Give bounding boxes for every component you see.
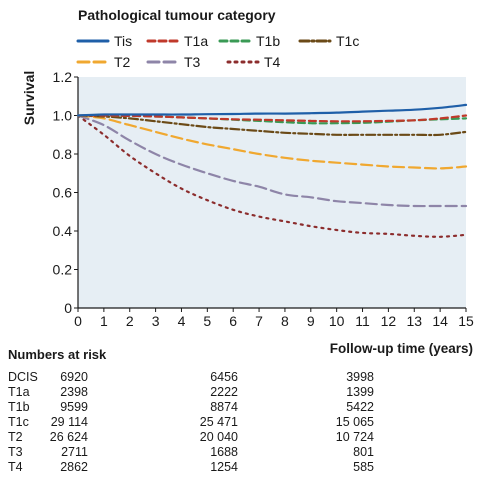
legend-label-t3: T3 — [184, 54, 201, 70]
x-axis-label: Follow-up time (years) — [330, 341, 473, 356]
x-tick-label: 9 — [307, 313, 315, 329]
x-tick-label: 6 — [229, 313, 237, 329]
x-tick-label: 10 — [329, 313, 345, 329]
x-tick-label: 5 — [203, 313, 211, 329]
risk-row-label: DCIS — [8, 370, 38, 384]
x-tick-label: 3 — [152, 313, 160, 329]
risk-cell: 5422 — [346, 400, 374, 414]
risk-cell: 29 114 — [50, 415, 88, 429]
series-line-t1c — [76, 114, 468, 137]
risk-cell: 25 471 — [199, 415, 238, 429]
risk-cell: 6456 — [210, 370, 238, 384]
legend-label-t4: T4 — [264, 54, 281, 70]
risk-row: DCIS 6920 6456 3998 — [8, 370, 478, 385]
risk-row: T2 26 624 20 040 10 724 — [8, 430, 478, 445]
plot-area — [78, 77, 466, 308]
legend: Tis T1a T1b T1c T2 T3 T4 — [76, 33, 359, 70]
x-tick-label: 14 — [432, 313, 448, 329]
risk-cell: 20 040 — [199, 430, 238, 444]
x-tick-label: 13 — [406, 313, 422, 329]
legend-label-t2: T2 — [114, 54, 131, 70]
risk-cell: 2398 — [60, 385, 88, 399]
legend-label-t1b: T1b — [256, 33, 280, 49]
risk-cell: 2222 — [210, 385, 238, 399]
risk-row-label: T4 — [8, 460, 23, 474]
y-tick-label: 1.0 — [53, 108, 73, 124]
risk-cell: 3998 — [346, 370, 374, 384]
x-tick-label: 7 — [255, 313, 263, 329]
risk-row-label: T1a — [8, 385, 30, 399]
risk-row: T3 2711 1688 801 — [8, 445, 478, 460]
series-lines — [76, 103, 468, 238]
y-axis-label: Survival — [21, 71, 37, 125]
y-tick-label: 0.4 — [53, 223, 73, 239]
legend-label-t1c: T1c — [336, 33, 359, 49]
x-tick-label: 15 — [458, 313, 474, 329]
risk-cell: 2862 — [60, 460, 88, 474]
x-tick-label: 1 — [100, 313, 108, 329]
risk-row-label: T1c — [8, 415, 29, 429]
risk-cell: 26 624 — [49, 430, 88, 444]
y-tick-label: 0.2 — [53, 262, 73, 278]
y-tick-label: 1.2 — [53, 69, 73, 85]
risk-row: T4 2862 1254 585 — [8, 460, 478, 475]
risk-row: T1b 9599 8874 5422 — [8, 400, 478, 415]
risk-row: T1a 2398 2222 1399 — [8, 385, 478, 400]
series-line-t3 — [76, 114, 468, 208]
risk-cell: 585 — [353, 460, 374, 474]
x-tick-label: 4 — [178, 313, 186, 329]
numbers-at-risk-table: Numbers at risk DCIS 6920 6456 3998 T1a … — [8, 347, 478, 475]
series-line-t2 — [76, 114, 468, 170]
x-tick-label: 0 — [74, 313, 82, 329]
risk-cell: 9599 — [60, 400, 88, 414]
x-tick-label: 8 — [281, 313, 289, 329]
risk-row-label: T3 — [8, 445, 23, 459]
legend-label-t1a: T1a — [184, 33, 208, 49]
x-tick-label: 11 — [355, 313, 370, 329]
risk-cell: 6920 — [60, 370, 88, 384]
series-line-t1a — [76, 114, 468, 123]
risk-cell: 2711 — [61, 445, 88, 459]
risk-cell: 1399 — [346, 385, 374, 399]
risk-cell: 8874 — [210, 400, 238, 414]
y-tick-label: 0.8 — [53, 146, 73, 162]
risk-table-title: Numbers at risk — [8, 347, 107, 362]
x-tick-label: 12 — [381, 313, 397, 329]
risk-row-label: T1b — [8, 400, 30, 414]
x-tick-label: 2 — [126, 313, 134, 329]
risk-cell: 1688 — [210, 445, 238, 459]
risk-cell: 801 — [353, 445, 374, 459]
risk-row: T1c 29 114 25 471 15 065 — [8, 415, 478, 430]
risk-cell: 15 065 — [335, 415, 374, 429]
risk-cell: 10 724 — [335, 430, 374, 444]
y-tick-label: 0 — [64, 300, 72, 316]
legend-label-tis: Tis — [114, 33, 132, 49]
series-line-tis — [76, 103, 468, 117]
legend-title: Pathological tumour category — [78, 7, 276, 23]
risk-row-label: T2 — [8, 430, 23, 444]
risk-cell: 1254 — [210, 460, 238, 474]
y-tick-label: 0.6 — [53, 185, 73, 201]
